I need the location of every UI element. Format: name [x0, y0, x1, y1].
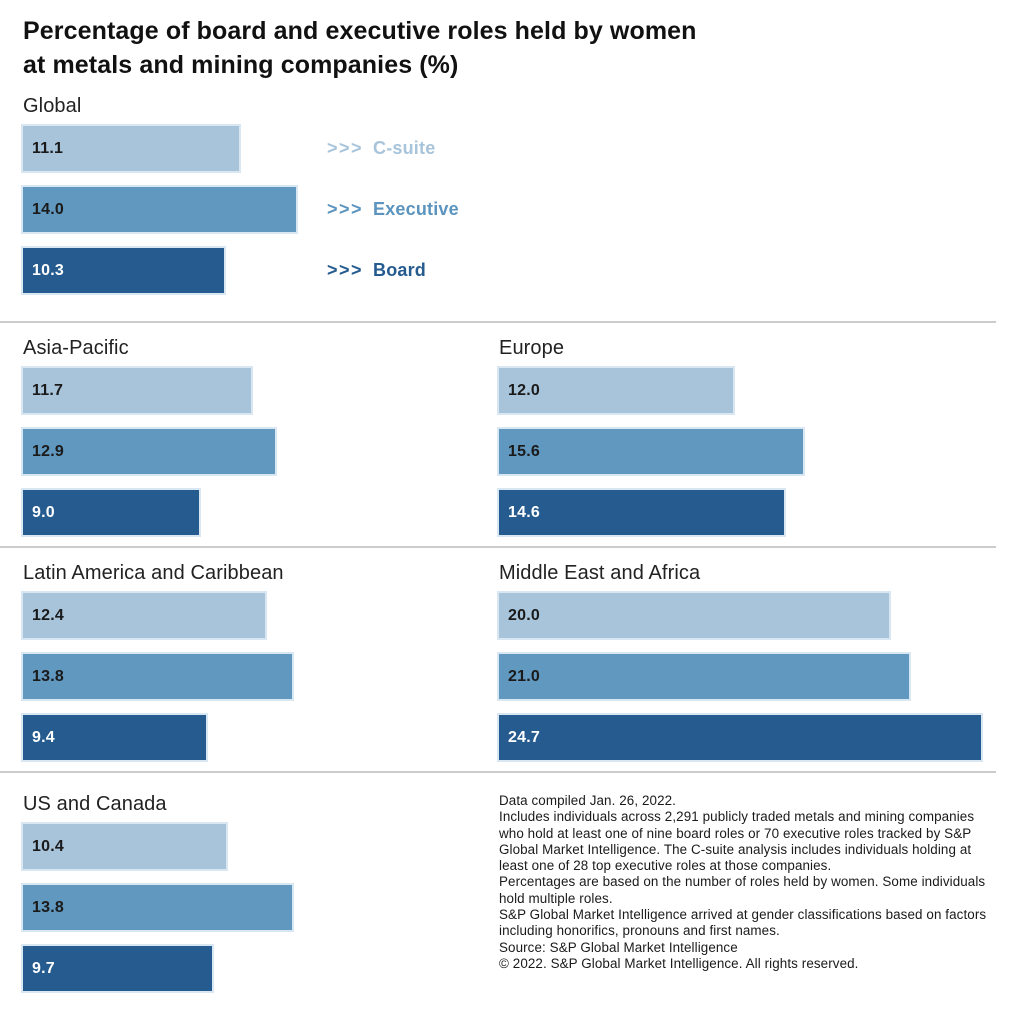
- bar-us-canada-c-suite: 10.4: [23, 824, 226, 869]
- panel-global: Global 11.1 14.0 10.3 >>> C-suite: [0, 82, 1024, 321]
- footnote-gender-classification: S&P Global Market Intelligence arrived a…: [499, 907, 987, 939]
- bar-us-canada-executive: 13.8: [23, 885, 293, 930]
- chart-title-line-2: at metals and mining companies (%): [23, 51, 459, 79]
- panel-row-3: US and Canada 10.4 13.8 9.7 Data compile…: [0, 773, 1024, 1015]
- chart-title-line-1: Percentage of board and executive roles …: [23, 17, 697, 45]
- bar-global-board: 10.3: [23, 248, 224, 293]
- bar-value-label: 14.6: [508, 503, 540, 521]
- bar-row: 12.4: [23, 593, 499, 638]
- panel-row-1: Asia-Pacific 11.7 12.9 9.0 Europe: [0, 323, 1024, 546]
- bar-middle-east-africa-c-suite: 20.0: [499, 593, 889, 638]
- bar-value-label: 14.0: [32, 200, 64, 218]
- chart-title: Percentage of board and executive roles …: [23, 14, 996, 82]
- bar-asia-pacific-board: 9.0: [23, 490, 199, 535]
- bar-value-label: 9.7: [32, 959, 55, 977]
- bar-value-label: 9.0: [32, 503, 55, 521]
- chart-page: Percentage of board and executive roles …: [0, 14, 1024, 1015]
- bar-europe-c-suite: 12.0: [499, 368, 733, 413]
- bar-row: 9.0: [23, 490, 499, 535]
- bar-row: 10.4: [23, 824, 499, 869]
- bar-value-label: 12.0: [508, 381, 540, 399]
- panel-us-canada: US and Canada 10.4 13.8 9.7: [23, 793, 499, 991]
- region-label-europe: Europe: [499, 337, 565, 359]
- chevron-right-triple-icon: >>>: [327, 260, 364, 280]
- bar-row: 11.1: [23, 126, 327, 171]
- panel-middle-east-africa: Middle East and Africa 20.0 21.0 24.7: [499, 562, 996, 760]
- bar-value-label: 13.8: [32, 667, 64, 685]
- legend-label-board: Board: [373, 260, 427, 280]
- bar-row: 11.7: [23, 368, 499, 413]
- bar-global-c-suite: 11.1: [23, 126, 240, 171]
- panel-asia-pacific: Asia-Pacific 11.7 12.9 9.0: [23, 337, 499, 535]
- bar-value-label: 10.3: [32, 261, 64, 279]
- region-label-global: Global: [23, 95, 82, 117]
- legend-item-c-suite: >>> C-suite: [327, 126, 459, 171]
- panel-row-2: Latin America and Caribbean 12.4 13.8 9.…: [0, 548, 1024, 771]
- bar-asia-pacific-executive: 12.9: [23, 429, 275, 474]
- bar-row: 10.3: [23, 248, 327, 293]
- bar-latin-america-board: 9.4: [23, 715, 207, 760]
- bar-us-canada-board: 9.7: [23, 946, 213, 991]
- bar-value-label: 24.7: [508, 728, 540, 746]
- bar-asia-pacific-c-suite: 11.7: [23, 368, 252, 413]
- bar-value-label: 9.4: [32, 728, 55, 746]
- bar-value-label: 12.9: [32, 442, 64, 460]
- legend-label-executive: Executive: [373, 199, 459, 219]
- panel-global-bars: Global 11.1 14.0 10.3: [23, 95, 327, 309]
- bar-value-label: 21.0: [508, 667, 540, 685]
- bar-row: 9.7: [23, 946, 499, 991]
- bar-row: 14.0: [23, 187, 327, 232]
- bar-middle-east-africa-board: 24.7: [499, 715, 981, 760]
- chevron-right-triple-icon: >>>: [327, 199, 364, 219]
- bar-value-label: 12.4: [32, 606, 64, 624]
- region-label-latin-america: Latin America and Caribbean: [23, 562, 284, 584]
- bar-row: 12.9: [23, 429, 499, 474]
- region-label-us-canada: US and Canada: [23, 793, 167, 815]
- bar-europe-board: 14.6: [499, 490, 784, 535]
- legend-item-board: >>> Board: [327, 248, 459, 293]
- bar-row: 15.6: [499, 429, 996, 474]
- bar-latin-america-executive: 13.8: [23, 654, 293, 699]
- footnote-compiled-date: Data compiled Jan. 26, 2022.: [499, 793, 676, 808]
- bar-value-label: 15.6: [508, 442, 540, 460]
- bar-global-executive: 14.0: [23, 187, 296, 232]
- footnote-methodology: Includes individuals across 2,291 public…: [499, 809, 975, 874]
- footnote-percentages-note: Percentages are based on the number of r…: [499, 874, 986, 906]
- bar-row: 21.0: [499, 654, 996, 699]
- bar-row: 14.6: [499, 490, 996, 535]
- section-divider: [0, 771, 996, 773]
- section-divider: [0, 321, 996, 323]
- footnote-source: Source: S&P Global Market Intelligence: [499, 939, 738, 955]
- region-label-asia-pacific: Asia-Pacific: [23, 337, 129, 359]
- chevron-right-triple-icon: >>>: [327, 138, 364, 158]
- legend-item-executive: >>> Executive: [327, 187, 459, 232]
- bar-row: 24.7: [499, 715, 996, 760]
- bar-value-label: 11.7: [32, 381, 64, 399]
- bar-value-label: 10.4: [32, 837, 64, 855]
- bar-row: 20.0: [499, 593, 996, 638]
- footnote-copyright: © 2022. S&P Global Market Intelligence. …: [499, 955, 859, 971]
- bar-row: 13.8: [23, 885, 499, 930]
- legend: >>> C-suite >>> Executive >>> Board: [327, 126, 459, 309]
- bar-europe-executive: 15.6: [499, 429, 804, 474]
- bar-middle-east-africa-executive: 21.0: [499, 654, 909, 699]
- bar-value-label: 20.0: [508, 606, 540, 624]
- legend-label-c-suite: C-suite: [373, 138, 436, 158]
- section-divider: [0, 546, 996, 548]
- bar-row: 9.4: [23, 715, 499, 760]
- footnote-block: Data compiled Jan. 26, 2022. Includes in…: [499, 793, 996, 991]
- bar-row: 12.0: [499, 368, 996, 413]
- bar-value-label: 13.8: [32, 898, 64, 916]
- bar-latin-america-c-suite: 12.4: [23, 593, 265, 638]
- bar-row: 13.8: [23, 654, 499, 699]
- region-label-middle-east-africa: Middle East and Africa: [499, 562, 701, 584]
- panel-latin-america: Latin America and Caribbean 12.4 13.8 9.…: [23, 562, 499, 760]
- panel-europe: Europe 12.0 15.6 14.6: [499, 337, 996, 535]
- bar-value-label: 11.1: [32, 139, 64, 157]
